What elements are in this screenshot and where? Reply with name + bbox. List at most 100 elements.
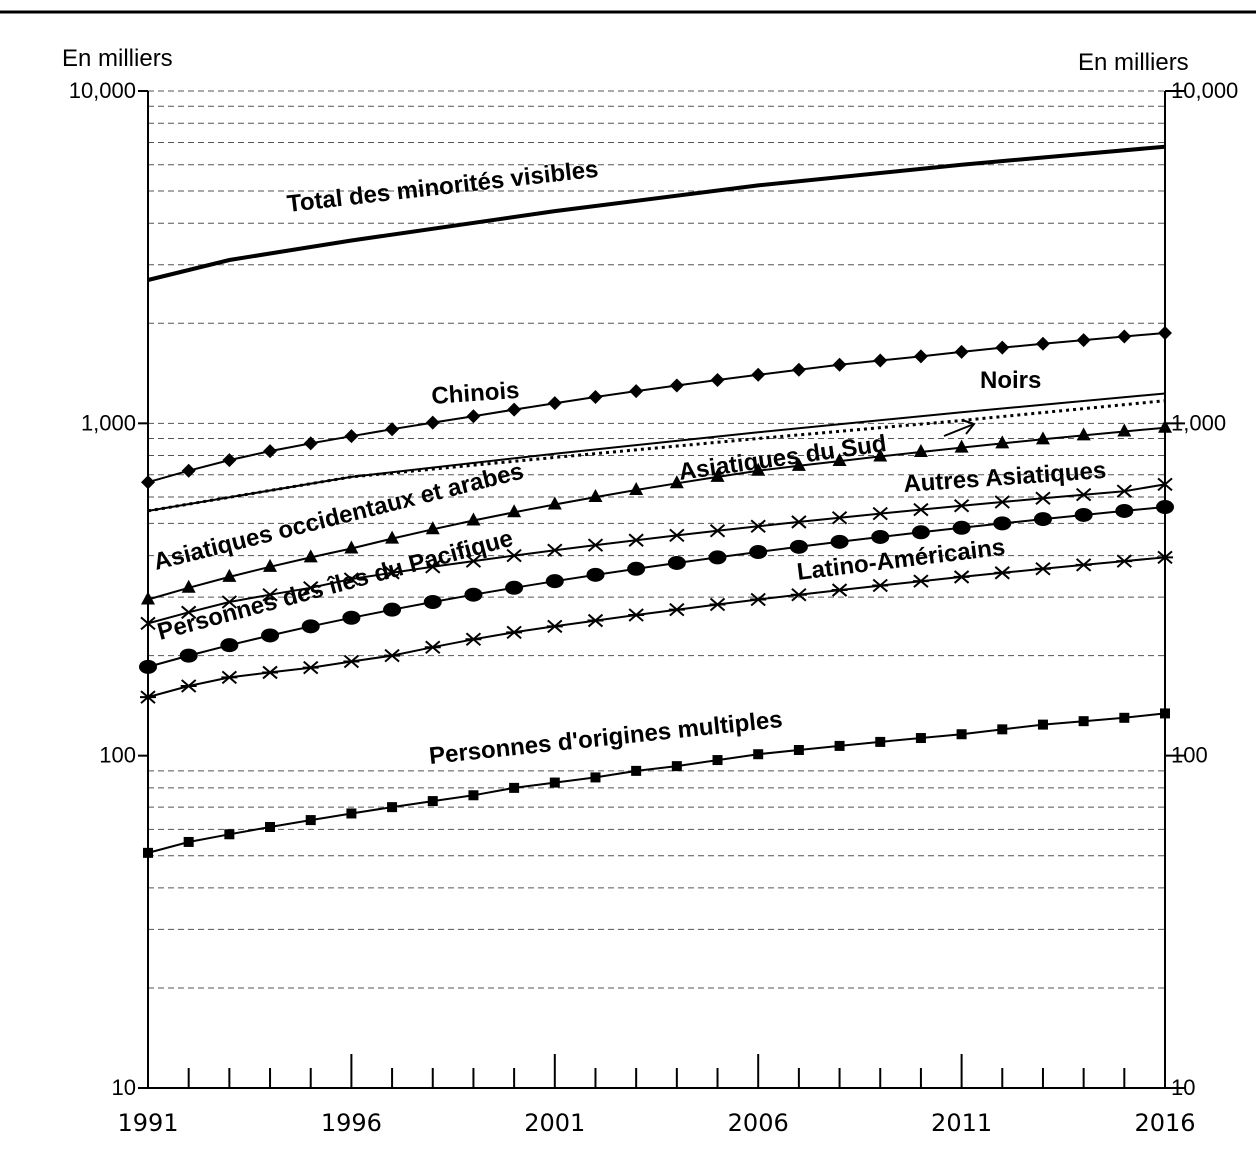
data-point [220,638,239,653]
data-point [667,555,686,570]
data-point [994,495,1010,509]
axes: 10 10 100 100 1,000 1,000 10,000 10,000 1991 1996… [69,78,1239,1137]
data-point [953,570,970,584]
data-point [875,736,886,747]
data-point [831,510,848,525]
data-point [506,548,522,563]
data-point [344,540,359,554]
data-point [669,528,685,543]
y-tick-label-left: 10 [112,1075,136,1100]
data-point [387,802,398,813]
data-point [830,534,849,549]
x-tick-label: 2006 [728,1109,789,1137]
data-point [995,340,1010,355]
data-point [1117,329,1132,344]
data-point [588,390,603,405]
data-point [425,521,440,535]
data-point [587,613,604,628]
series-label-noirs: Noirs [980,367,1041,394]
data-point [509,782,520,793]
data-point [873,448,888,462]
data-point [791,362,806,377]
data-point [183,836,194,847]
data-point [793,745,804,756]
data-point [507,504,522,518]
data-point [466,409,481,424]
y-tick-label-left: 10,000 [69,78,136,103]
data-point [1075,558,1092,572]
data-point [1117,423,1132,437]
data-point [790,587,807,602]
data-point [750,592,767,607]
data-point [709,524,726,538]
data-point [180,679,197,693]
data-point [588,489,603,503]
data-point [994,566,1011,580]
data-point [791,457,806,471]
series-line-0 [147,144,1166,282]
data-point [465,554,482,568]
data-point [1078,716,1089,727]
data-point [912,574,929,588]
data-point [791,515,807,529]
data-point [549,777,560,788]
data-point [224,829,235,840]
data-point [262,665,279,680]
y-tick-label-right: 1,000 [1171,410,1226,435]
data-point [222,568,237,582]
series-line-7 [147,556,1166,699]
data-point [1033,512,1052,527]
data-point [263,558,278,572]
data-point [466,512,481,526]
data-point [303,549,318,563]
data-point [1076,333,1091,348]
data-point [464,587,483,602]
data-point [301,619,320,634]
data-point [911,525,930,540]
data-point [181,579,196,593]
series-label-autres-asiatiques: Autres Asiatiques [903,457,1108,498]
data-point [710,373,725,388]
data-point [952,520,971,535]
data-point [913,502,929,517]
data-point [629,482,644,496]
series-line-4 [147,426,1166,601]
data-point [181,605,197,620]
data-point [995,435,1010,449]
data-point [627,561,646,576]
data-point [427,796,438,807]
series-label-origines-multiples: Personnes d'origines multiples [428,706,784,770]
data-point [628,608,645,622]
data-point [834,740,845,751]
data-point [547,396,562,411]
data-point [425,560,441,574]
data-point [753,749,764,760]
data-point [1115,503,1134,518]
data-point [305,815,316,826]
data-point [423,594,442,609]
data-point [261,628,280,643]
x-tick-label: 1991 [117,1109,178,1137]
series-label-chinois: Chinois [431,377,521,410]
data-point [954,344,969,359]
data-point [1034,562,1051,576]
data-point [263,444,278,459]
data-point [265,822,276,833]
data-point [222,453,237,468]
series-lines [139,144,1174,858]
data-point [179,648,198,663]
series-line-5 [147,483,1166,625]
x-tick-label: 2001 [524,1109,585,1137]
data-point [956,729,967,740]
data-point [221,670,238,685]
data-point [997,724,1008,735]
data-point [547,543,563,558]
data-point [507,402,522,417]
data-point [993,516,1012,531]
data-point [302,660,319,675]
data-point [1035,336,1050,351]
data-point [424,640,441,654]
data-point [545,574,564,589]
data-point [303,436,318,451]
